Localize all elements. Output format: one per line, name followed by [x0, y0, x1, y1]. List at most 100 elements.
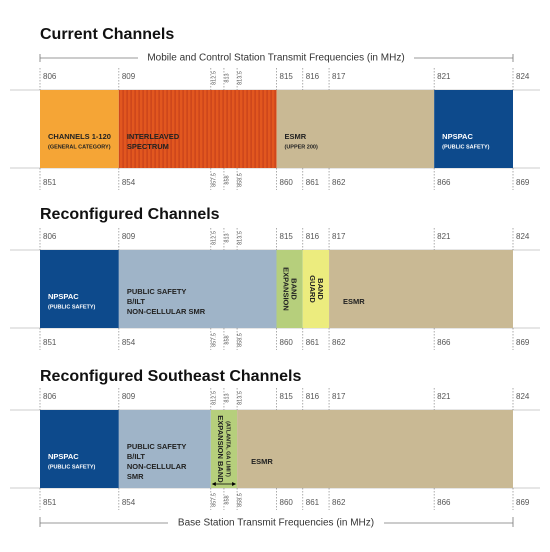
top-tick-label: 806 [43, 392, 57, 401]
top-tick-label: 816 [306, 232, 320, 241]
section-title: Current Channels [40, 26, 174, 43]
band-label: B/ILT [127, 452, 146, 461]
top-tick-label: 813.5 [238, 231, 244, 245]
top-tick-label: 809 [122, 392, 136, 401]
band-label: NON-CELLULAR [127, 462, 187, 471]
bottom-tick-label: 858.5 [238, 173, 244, 187]
bottom-tick-label: 851 [43, 498, 57, 507]
top-tick-label: 813.5 [238, 391, 244, 405]
bottom-tick-label: 851 [43, 178, 57, 187]
bottom-tick-label: 858.5 [238, 333, 244, 347]
bottom-tick-label: 866 [437, 338, 451, 347]
band-label: EXPANSION [282, 267, 291, 311]
top-tick-label: 813.5 [238, 71, 244, 85]
band-label: PUBLIC SAFETY [127, 287, 187, 296]
top-tick-label: 815 [280, 392, 294, 401]
bottom-tick-label: 857.5 [211, 493, 217, 507]
band [40, 410, 119, 488]
band-label: NPSPAC [48, 292, 79, 301]
section-title: Reconfigured Channels [40, 206, 220, 223]
band [276, 250, 303, 328]
top-tick-label: 824 [516, 392, 530, 401]
band [276, 90, 435, 168]
bottom-tick-label: 861 [306, 178, 320, 187]
bottom-tick-label: 860 [280, 498, 294, 507]
bottom-tick-label: 860 [280, 178, 294, 187]
top-tick-label: 813 [224, 233, 230, 242]
top-tick-label: 813 [224, 73, 230, 82]
band-label: ESMR [343, 297, 365, 306]
bottom-tick-label: 857.5 [211, 173, 217, 187]
band [302, 250, 330, 328]
caption-bg [138, 51, 414, 65]
band-label: NON-CELLULAR SMR [127, 307, 206, 316]
bottom-tick-label: 854 [122, 498, 136, 507]
band [237, 410, 514, 488]
top-tick-label: 815 [280, 72, 294, 81]
band [118, 250, 277, 328]
bottom-tick-label: 869 [516, 498, 530, 507]
band-label: BAND [290, 278, 299, 300]
top-tick-label: 817 [332, 72, 346, 81]
band [118, 90, 277, 168]
top-tick-label: 812.5 [211, 231, 217, 245]
caption-bg [168, 516, 384, 530]
band [40, 250, 119, 328]
top-tick-label: 815 [280, 232, 294, 241]
bottom-tick-label: 862 [332, 178, 346, 187]
top-tick-label: 817 [332, 392, 346, 401]
band-label: SPECTRUM [127, 142, 169, 151]
band-label: GUARD [308, 275, 317, 303]
bottom-tick-label: 858.5 [238, 493, 244, 507]
band-label: (PUBLIC SAFETY) [48, 464, 96, 470]
band-label: NPSPAC [48, 452, 79, 461]
band-label: INTERLEAVED [127, 132, 180, 141]
top-tick-label: 821 [437, 232, 451, 241]
top-tick-label: 824 [516, 232, 530, 241]
top-tick-label: 821 [437, 72, 451, 81]
band-label: CHANNELS 1-120 [48, 132, 111, 141]
band-label: ESMR [285, 132, 307, 141]
top-tick-label: 809 [122, 232, 136, 241]
bottom-tick-label: 869 [516, 178, 530, 187]
band-label: (GENERAL CATEGORY) [48, 144, 111, 150]
bottom-tick-label: 858 [224, 495, 230, 504]
bottom-tick-label: 858 [224, 175, 230, 184]
top-tick-label: 806 [43, 72, 57, 81]
top-tick-label: 809 [122, 72, 136, 81]
band-label: PUBLIC SAFETY [127, 442, 187, 451]
top-tick-label: 817 [332, 232, 346, 241]
band [329, 250, 513, 328]
bottom-tick-label: 866 [437, 178, 451, 187]
top-tick-label: 821 [437, 392, 451, 401]
band [40, 90, 119, 168]
top-tick-label: 816 [306, 72, 320, 81]
bottom-tick-label: 851 [43, 338, 57, 347]
top-tick-label: 824 [516, 72, 530, 81]
bottom-tick-label: 869 [516, 338, 530, 347]
bottom-tick-label: 866 [437, 498, 451, 507]
bottom-tick-label: 858 [224, 335, 230, 344]
bottom-tick-label: 854 [122, 178, 136, 187]
bottom-tick-label: 862 [332, 498, 346, 507]
band-label: B/ILT [127, 297, 146, 306]
band-label: (PUBLIC SAFETY) [48, 304, 96, 310]
bottom-tick-label: 862 [332, 338, 346, 347]
band-label: (PUBLIC SAFETY) [442, 144, 490, 150]
top-caption: Mobile and Control Station Transmit Freq… [147, 53, 404, 64]
top-tick-label: 806 [43, 232, 57, 241]
section-title: Reconfigured Southeast Channels [40, 368, 301, 385]
band-label: ESMR [251, 457, 273, 466]
band-label: (UPPER 200) [285, 144, 318, 150]
band-label: EXPANSION BAND [216, 415, 225, 483]
bottom-tick-label: 860 [280, 338, 294, 347]
band-label: NPSPAC [442, 132, 473, 141]
bottom-tick-label: 857.5 [211, 333, 217, 347]
band [118, 410, 211, 488]
top-tick-label: 816 [306, 392, 320, 401]
band-label: BAND [316, 278, 325, 300]
top-tick-label: 813 [224, 393, 230, 402]
top-tick-label: 812.5 [211, 71, 217, 85]
bottom-caption: Base Station Transmit Frequencies (in MH… [178, 518, 374, 529]
